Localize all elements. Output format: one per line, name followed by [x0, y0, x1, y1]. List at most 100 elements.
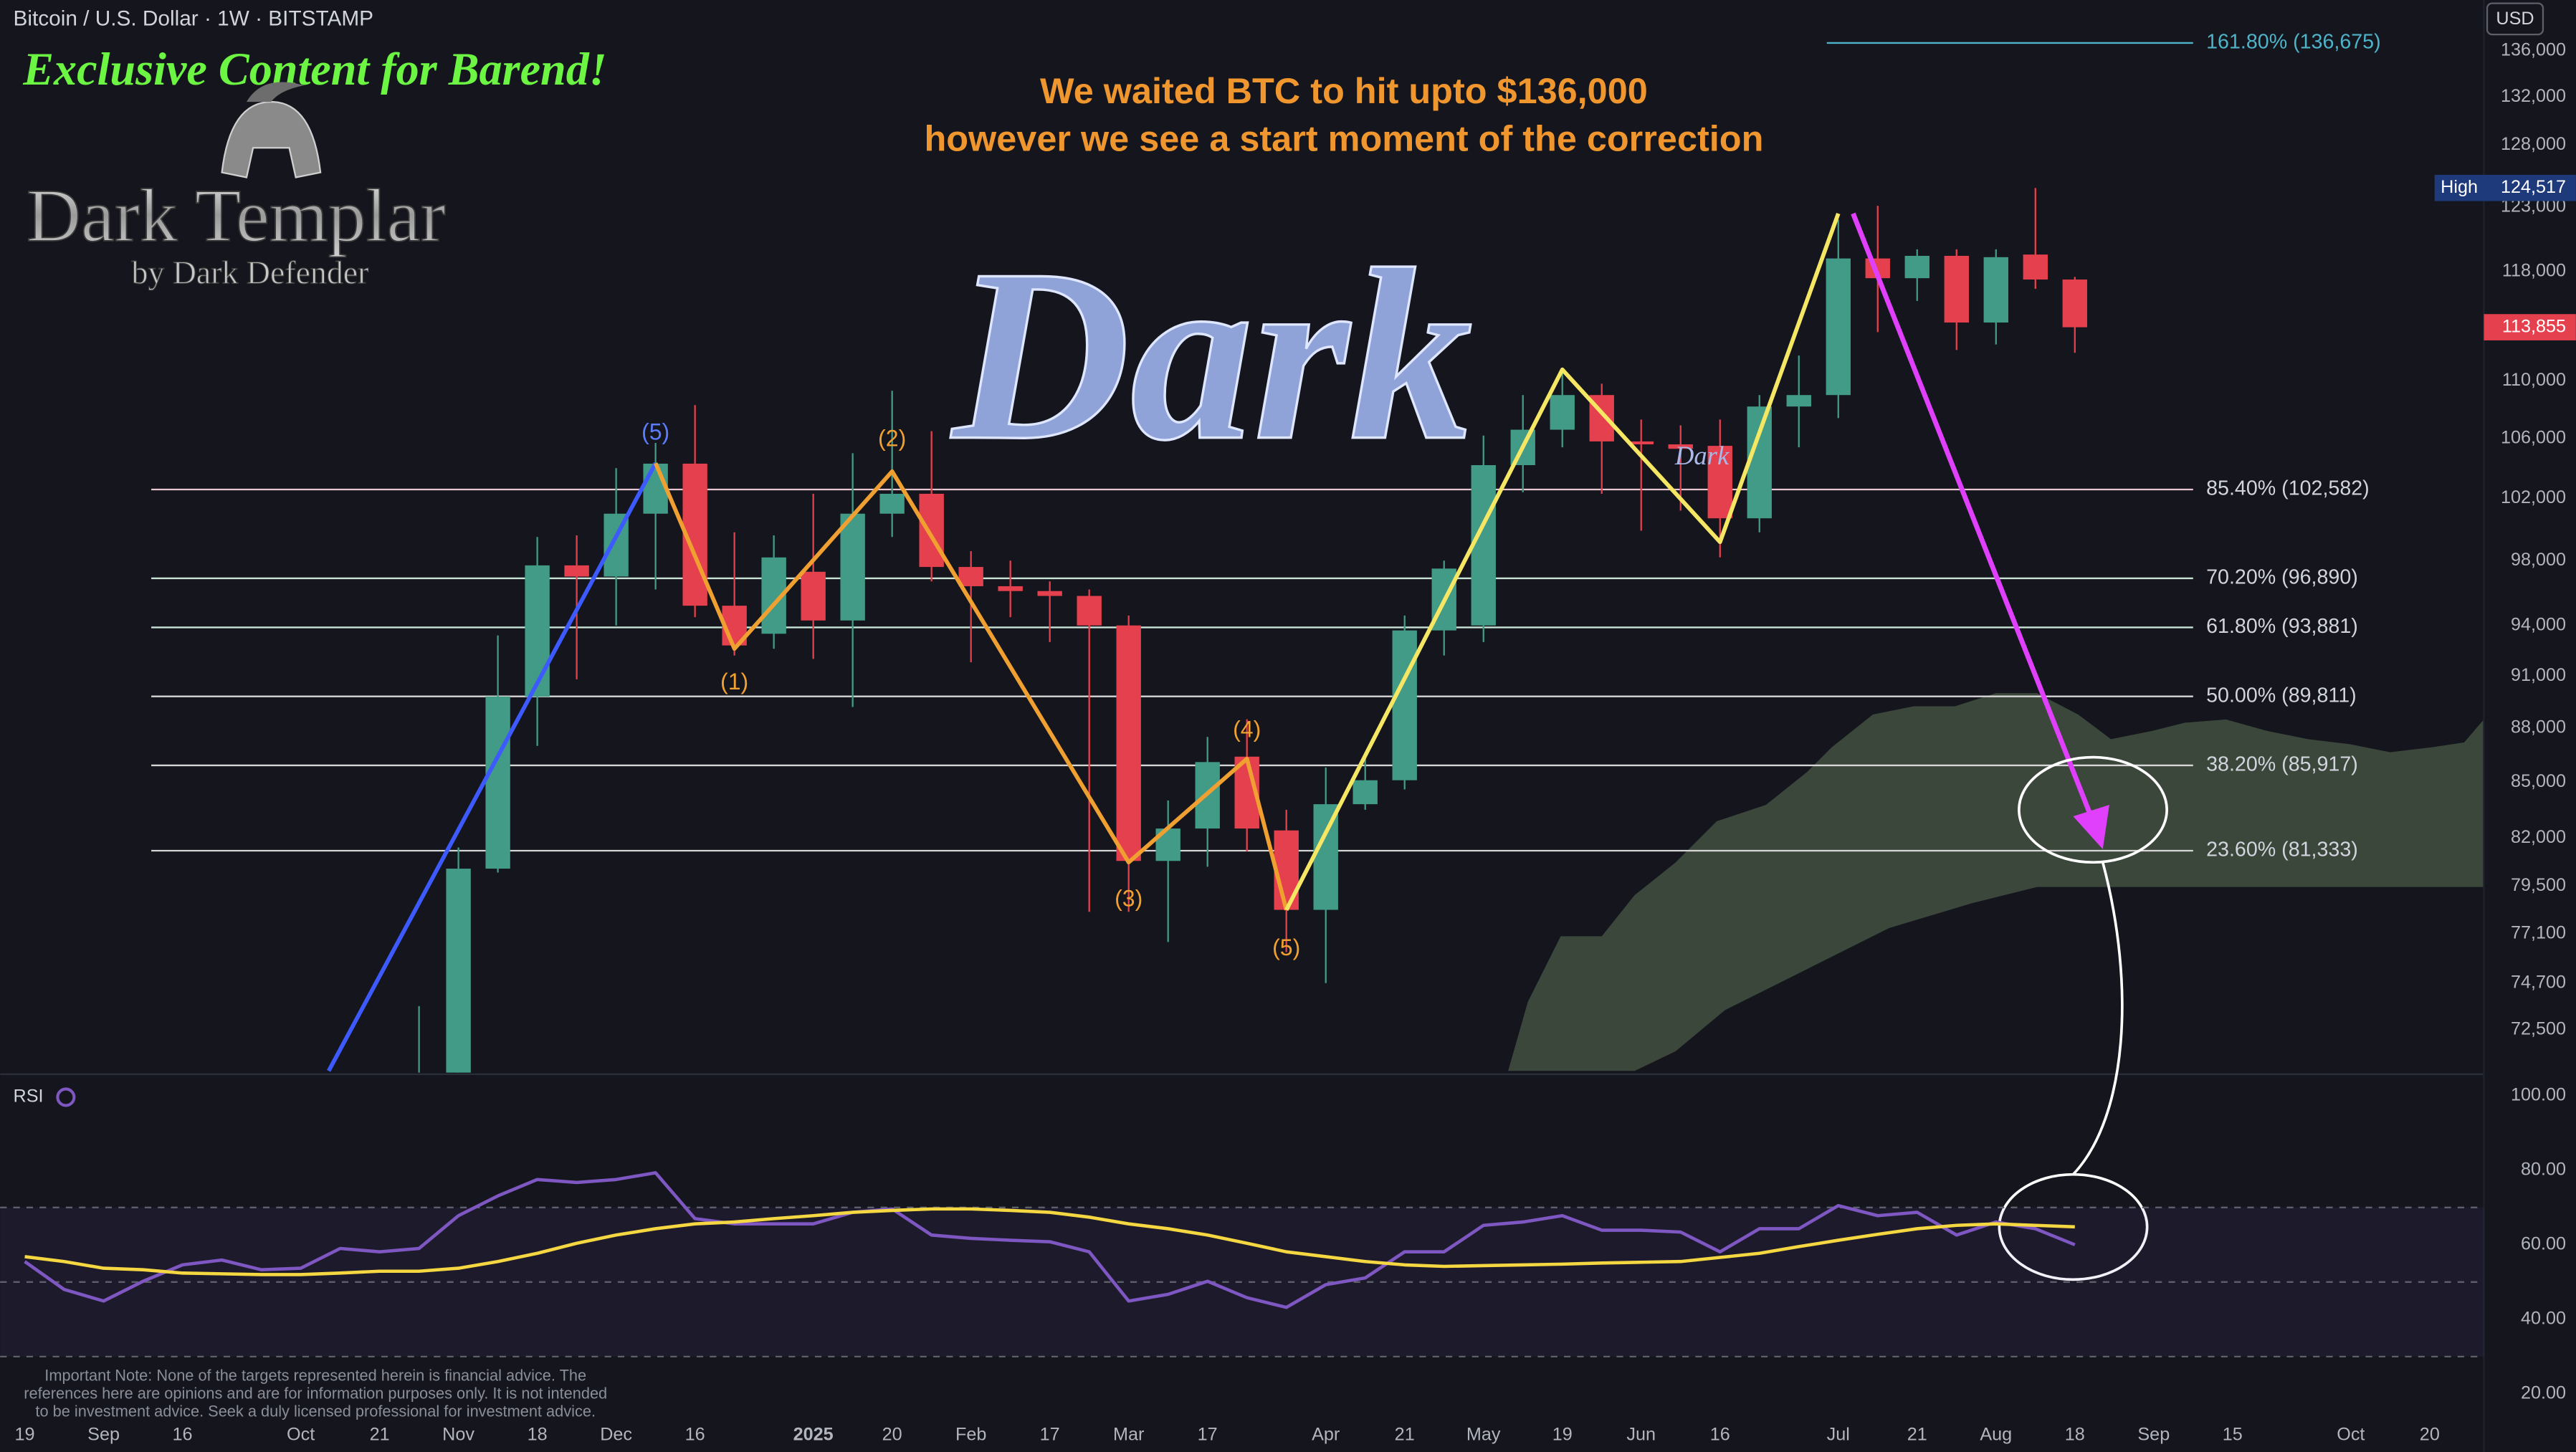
wave-label: (3): [1115, 885, 1142, 911]
rsi-icon[interactable]: [56, 1087, 76, 1107]
axis-layer: 136,000132,000128,000123,000118,000110,0…: [15, 39, 2567, 1444]
x-tick-label: Oct: [287, 1425, 315, 1445]
wave-label: (5): [1272, 935, 1300, 960]
last-price-label: 113,855: [2502, 316, 2566, 336]
chart-subtitle: however we see a start moment of the cor…: [924, 118, 1763, 158]
rsi-tick-label: 20.00: [2521, 1383, 2566, 1403]
candle-body: [525, 565, 550, 697]
candle-body: [1550, 395, 1575, 430]
x-tick-label: 16: [685, 1425, 705, 1445]
y-tick-label: 88,000: [2511, 717, 2566, 737]
wave-label: (4): [1233, 716, 1261, 742]
rsi-tick-label: 100.00: [2511, 1084, 2566, 1104]
high-marker-box: [2434, 174, 2484, 201]
fib-label: 23.60% (81,333): [2206, 839, 2358, 861]
logo-subtitle: by Dark Defender: [132, 254, 369, 291]
x-tick-label: 17: [1198, 1425, 1218, 1445]
x-tick-label: Sep: [2137, 1425, 2170, 1445]
candle-body: [998, 586, 1023, 591]
rsi-tick-label: 40.00: [2521, 1309, 2566, 1329]
candle-body: [879, 493, 905, 514]
watermark: Dark: [948, 219, 1472, 492]
rsi-layer: [0, 1171, 2484, 1358]
fib-label: 85.40% (102,582): [2206, 477, 2370, 500]
x-tick-label: Aug: [1980, 1425, 2012, 1445]
y-tick-label: 79,500: [2511, 875, 2566, 895]
y-tick-label: 85,000: [2511, 771, 2566, 791]
candle-body: [958, 567, 983, 586]
arrow-head: [2073, 805, 2109, 849]
wave-label: (1): [720, 669, 748, 694]
x-tick-label: 20: [882, 1425, 902, 1445]
x-tick-label: Jul: [1827, 1425, 1850, 1445]
candle-body: [840, 513, 865, 621]
rsi-title: RSI: [14, 1086, 44, 1107]
y-tick-label: 74,700: [2511, 972, 2566, 992]
candle-body: [1313, 804, 1338, 910]
candle-body: [2023, 254, 2048, 280]
helmet-crest: [246, 82, 305, 102]
x-tick-label: 16: [173, 1425, 193, 1445]
wave-drawings: [327, 212, 1841, 1072]
y-tick-label: 72,500: [2511, 1018, 2566, 1038]
candle-body: [1037, 591, 1062, 596]
currency-box[interactable]: [2486, 2, 2544, 36]
wave-labels: (5) (1) (2) (3) (4) (5): [641, 419, 1300, 961]
x-tick-label: 21: [1907, 1425, 1927, 1445]
wave-label: (2): [878, 426, 906, 452]
x-tick-label: 18: [528, 1425, 548, 1445]
candle-body: [1944, 255, 1969, 323]
x-tick-label: Jun: [1626, 1425, 1656, 1445]
x-tick-label: 20: [2420, 1425, 2440, 1445]
connector: [2072, 861, 2124, 1175]
y-tick-label: 118,000: [2502, 261, 2566, 281]
x-tick-label: 17: [1040, 1425, 1060, 1445]
y-tick-label: 82,000: [2511, 827, 2566, 847]
candle-body: [1116, 625, 1141, 861]
candle-body: [1747, 406, 1772, 519]
candle-body: [1392, 630, 1417, 780]
candle-body: [1668, 444, 1693, 449]
rsi-tick-label: 60.00: [2521, 1233, 2566, 1253]
x-tick-label: 18: [2065, 1425, 2085, 1445]
y-tick-label: 102,000: [2501, 487, 2566, 507]
candle-body: [1077, 596, 1102, 626]
x-tick-label: 19: [1552, 1425, 1573, 1445]
wave-label: (5): [641, 419, 669, 445]
y-tick-label: 98,000: [2511, 550, 2566, 570]
y-tick-label: 77,100: [2511, 923, 2566, 943]
note-line: to be investment advice. Seek a duly lic…: [35, 1403, 596, 1420]
x-tick-label: 21: [1395, 1425, 1415, 1445]
currency[interactable]: USD: [2496, 9, 2534, 29]
candle-body: [1707, 446, 1732, 519]
high-marker-value-box: [2484, 174, 2576, 201]
fib-label: 50.00% (89,811): [2206, 684, 2357, 707]
x-tick-label: 15: [2223, 1425, 2243, 1445]
y-tick-label: 94,000: [2511, 614, 2566, 634]
last-price-box: [2484, 314, 2576, 340]
rsi-band-fill: [0, 1207, 2484, 1357]
y-tick-label: 136,000: [2501, 39, 2566, 59]
candle-body: [1983, 257, 2008, 323]
y-tick-label: 110,000: [2502, 370, 2566, 390]
rsi-line: [24, 1207, 2075, 1276]
high-marker-name: High: [2441, 177, 2478, 197]
small-watermark: Dark: [1674, 441, 1730, 470]
candle-body: [1826, 258, 1851, 396]
fib-label: 70.20% (96,890): [2206, 566, 2358, 589]
candle-body: [1904, 255, 1929, 279]
candle-body: [2062, 280, 2087, 328]
candle-body: [1628, 441, 1654, 445]
candle-body: [1353, 780, 1378, 805]
candle-body: [1471, 465, 1496, 626]
logo-title: Dark Templar: [27, 173, 446, 257]
candle-body: [919, 493, 944, 568]
arrow-shaft: [1851, 212, 2096, 823]
wave-line: [653, 462, 1289, 911]
x-tick-label: Mar: [1113, 1425, 1144, 1445]
wave-line: [327, 462, 658, 1072]
fib-label: 61.80% (93,881): [2206, 615, 2358, 638]
wave-line: [1284, 212, 1841, 911]
